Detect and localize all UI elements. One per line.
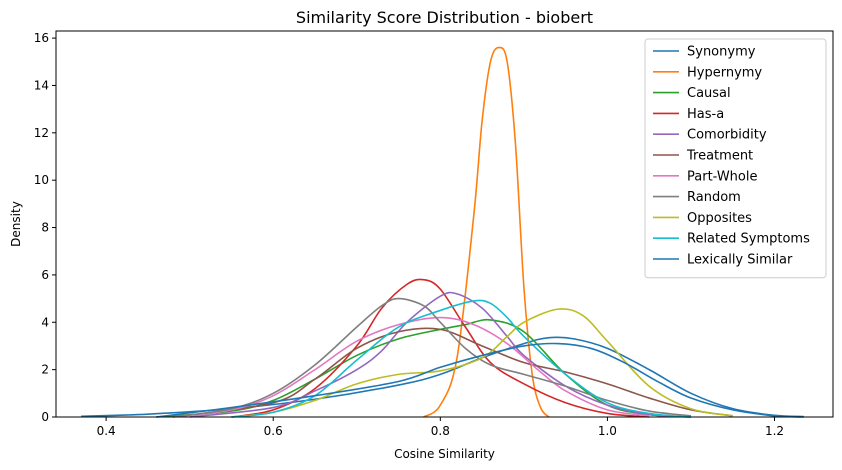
y-axis-ticks: 0 2 4 6 8 10 12 14 16: [34, 31, 56, 424]
y-tick-label: 4: [41, 315, 49, 329]
legend-label: Synonymy: [687, 45, 756, 60]
x-tick-label: 0.4: [97, 424, 116, 438]
x-tick-label: 0.8: [431, 424, 450, 438]
legend-label: Related Symptoms: [687, 232, 810, 247]
series-line-comorbidity: [189, 291, 692, 418]
x-axis-label: Cosine Similarity: [394, 447, 495, 461]
legend-label: Causal: [687, 86, 731, 101]
y-tick-label: 16: [34, 31, 49, 45]
series-line-has-a: [231, 278, 650, 418]
y-tick-label: 12: [34, 126, 49, 140]
x-tick-label: 1.0: [598, 424, 617, 438]
legend-label: Part-Whole: [687, 169, 757, 184]
series-line-causal: [156, 318, 692, 418]
series-line-synonymy: [81, 336, 804, 418]
series-line-part-whole: [172, 316, 650, 418]
series-lines: [81, 46, 804, 418]
series-line-lexically-similar: [156, 342, 804, 418]
x-tick-label: 0.6: [264, 424, 283, 438]
y-tick-label: 6: [41, 268, 49, 282]
chart-title: Similarity Score Distribution - biobert: [296, 8, 593, 27]
legend-label: Random: [687, 190, 741, 205]
y-tick-label: 10: [34, 173, 49, 187]
legend-label: Has-a: [687, 107, 724, 122]
y-tick-label: 8: [41, 221, 49, 235]
y-tick-label: 0: [41, 410, 49, 424]
legend-label: Lexically Similar: [687, 253, 793, 268]
legend-label: Opposites: [687, 211, 752, 226]
series-line-hypernymy: [423, 46, 550, 418]
series-line-related-symptoms: [231, 299, 692, 418]
plot-frame: [55, 30, 834, 418]
legend-label: Comorbidity: [687, 128, 767, 143]
series-line-opposites: [231, 308, 733, 418]
y-tick-label: 2: [41, 363, 49, 377]
x-tick-label: 1.2: [765, 424, 784, 438]
legend: Synonymy Hypernymy Causal Has-a Comorbidity T…: [644, 38, 827, 279]
legend-label: Treatment: [686, 149, 753, 164]
series-line-treatment: [172, 327, 733, 418]
x-axis-ticks: 0.4 0.6 0.8 1.0 1.2: [97, 417, 784, 438]
legend-label: Hypernymy: [687, 65, 762, 80]
y-tick-label: 14: [34, 78, 49, 92]
y-axis-label: Density: [9, 201, 23, 247]
legend-box: [644, 38, 827, 279]
